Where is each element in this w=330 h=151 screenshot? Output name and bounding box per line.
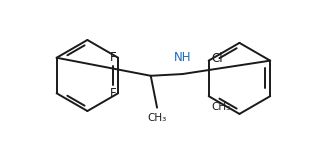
Text: F: F [110,87,116,100]
Text: F: F [110,51,116,64]
Text: CH₃: CH₃ [148,114,167,124]
Text: CH₃: CH₃ [212,102,231,112]
Text: NH: NH [174,51,191,64]
Text: Cl: Cl [211,52,223,65]
